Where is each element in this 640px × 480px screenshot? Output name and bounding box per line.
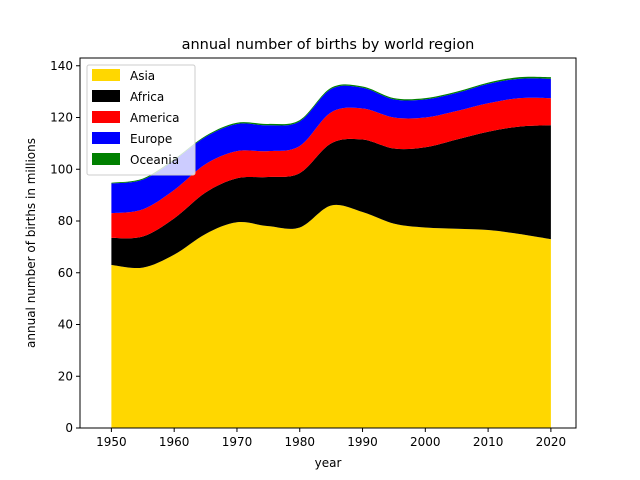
x-tick-label: 1990 [347, 435, 378, 449]
x-axis-label: year [315, 456, 342, 470]
y-tick-label: 140 [50, 59, 73, 73]
x-tick-label: 2010 [473, 435, 504, 449]
legend-label-asia: Asia [130, 69, 155, 83]
x-tick-label: 1980 [284, 435, 315, 449]
y-tick-label: 100 [50, 162, 73, 176]
y-tick-label: 120 [50, 111, 73, 125]
y-tick-label: 20 [58, 369, 73, 383]
x-tick-label: 1950 [96, 435, 127, 449]
x-tick-label: 2000 [410, 435, 441, 449]
y-tick-label: 40 [58, 318, 73, 332]
x-tick-label: 1970 [222, 435, 253, 449]
area-asia [111, 204, 551, 428]
x-tick-label: 2020 [536, 435, 567, 449]
legend-label-oceania: Oceania [130, 153, 179, 167]
legend: Asia Africa America Europe Oceania [86, 64, 196, 176]
legend-swatch-africa [92, 90, 120, 102]
legend-label-europe: Europe [130, 132, 172, 146]
legend-swatch-oceania [92, 153, 120, 165]
y-tick-label: 0 [65, 421, 73, 435]
x-tick-label: 1960 [159, 435, 190, 449]
y-axis-ticks: 0 20 40 60 80 100 120 140 [50, 59, 80, 435]
area-africa [111, 125, 551, 269]
legend-swatch-asia [92, 69, 120, 81]
area-europe [111, 78, 551, 214]
legend-label-africa: Africa [130, 90, 164, 104]
legend-swatch-europe [92, 132, 120, 144]
x-axis-ticks: 1950 1960 1970 1980 1990 2000 2010 2020 [96, 428, 566, 449]
area-america [111, 97, 551, 239]
y-tick-label: 80 [58, 214, 73, 228]
legend-swatch-america [92, 111, 120, 123]
chart-title: annual number of births by world region [182, 37, 475, 53]
plot-frame [79, 57, 577, 429]
legend-label-america: America [130, 111, 180, 125]
y-tick-label: 60 [58, 266, 73, 280]
y-axis-label: annual number of births in millions [24, 138, 38, 348]
